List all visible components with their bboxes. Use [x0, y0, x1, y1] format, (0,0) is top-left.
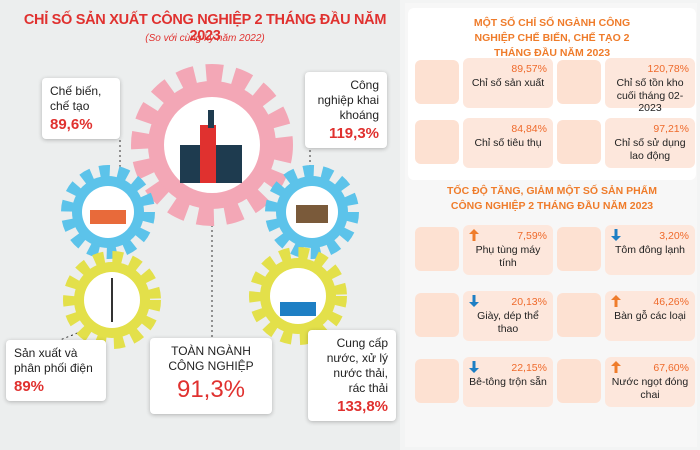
indicator-item: 84,84% Chỉ số tiêu thụ [415, 118, 553, 168]
item-value: 46,26% [653, 296, 689, 308]
sector-box-total: TOÀN NGÀNH CÔNG NGHIỆP 91,3% [150, 338, 272, 414]
direction-arrow [611, 295, 621, 307]
item-text: 7,59% Phụ tùng máy tính [463, 225, 553, 275]
item-value: 20,13% [511, 296, 547, 308]
sector-box: Sản xuất và phân phối điện 89% [6, 340, 106, 401]
direction-arrow [469, 229, 479, 241]
item-icon [415, 359, 459, 403]
title: CHỈ SỐ SẢN XUẤT CÔNG NGHIỆP 2 THÁNG ĐẦU … [23, 12, 387, 44]
item-label: Phụ tùng máy tính [475, 244, 541, 269]
item-text: 46,26% Bàn gỗ các loại [605, 291, 695, 341]
sector-box: Chế biến, chế tạo 89,6% [42, 78, 120, 139]
item-text: 67,60% Nước ngọt đóng chai [605, 357, 695, 407]
item-value: 120,78% [647, 63, 689, 75]
item-value: 97,21% [653, 123, 689, 135]
indicator-item: 120,78% Chỉ số tồn kho cuối tháng 02-2023 [557, 58, 695, 114]
arrow-shape [611, 295, 621, 307]
arrow-shape [469, 361, 479, 373]
item-value: 67,60% [653, 362, 689, 374]
gear-bottom-left [63, 251, 161, 349]
sector-value: 119,3% [328, 125, 379, 142]
item-label: Giày, dép thể thao [477, 310, 539, 335]
item-label: Bê-tông trộn sẵn [469, 376, 547, 388]
item-text: 3,20% Tôm đông lạnh [605, 225, 695, 275]
item-label: Chỉ số tiêu thụ [474, 137, 542, 149]
item-text: 97,21% Chỉ số sử dụng lao động [605, 118, 695, 168]
item-value: 89,57% [511, 63, 547, 75]
arrow-shape [469, 229, 479, 241]
item-icon [557, 359, 601, 403]
item-icon [557, 60, 601, 104]
item-icon [415, 60, 459, 104]
direction-arrow [469, 295, 479, 307]
item-icon [557, 293, 601, 337]
indicator-item: 3,20% Tôm đông lạnh [557, 225, 695, 275]
item-label: Tôm đông lạnh [614, 244, 686, 256]
sector-label: Sản xuất và phân phối điện [14, 346, 93, 375]
item-text: 22,15% Bê-tông trộn sẵn [463, 357, 553, 407]
sector-box: Cung cấp nước, xử lý nước thải, rác thải… [308, 330, 396, 421]
products-title: TỐC ĐỘ TĂNG, GIẢM MỘT SỐ SẢN PHẨM CÔNG N… [447, 185, 657, 213]
sector-label: TOÀN NGÀNH CÔNG NGHIỆP [168, 344, 254, 373]
arrow-shape [469, 295, 479, 307]
item-text: 120,78% Chỉ số tồn kho cuối tháng 02-2023 [605, 58, 695, 114]
indicator-item: 7,59% Phụ tùng máy tính [415, 225, 553, 275]
direction-arrow [611, 229, 621, 241]
indicator-item: 97,21% Chỉ số sử dụng lao động [557, 118, 695, 168]
sector-label: Chế biến, chế tạo [50, 84, 102, 113]
item-label: Chỉ số sử dụng lao động [614, 137, 686, 162]
item-icon [557, 120, 601, 164]
indicator-item: 46,26% Bàn gỗ các loại [557, 291, 695, 341]
indicator-item: 89,57% Chỉ số sản xuất [415, 58, 553, 108]
item-value: 7,59% [517, 230, 547, 242]
indicator-item: 20,13% Giày, dép thể thao [415, 291, 553, 341]
item-label: Chỉ số tồn kho cuối tháng 02-2023 [616, 77, 684, 115]
indices-title: MỘT SỐ CHỈ SỐ NGÀNH CÔNG NGHIỆP CHẾ BIẾN… [473, 17, 631, 60]
gear-bottom-right [249, 247, 347, 345]
direction-arrow [611, 361, 621, 373]
indicator-item: 22,15% Bê-tông trộn sẵn [415, 357, 553, 407]
arrow-shape [611, 229, 621, 241]
sector-label: Cung cấp nước, xử lý nước thải, rác thải [326, 336, 388, 395]
sector-value: 91,3% [176, 376, 246, 403]
sector-value: 89% [14, 378, 45, 395]
item-icon [415, 227, 459, 271]
sector-label: Công nghiệp khai khoáng [317, 78, 379, 122]
gear-right [265, 165, 359, 259]
gear-main [131, 64, 293, 226]
gear-left [61, 165, 155, 259]
item-text: 89,57% Chỉ số sản xuất [463, 58, 553, 108]
arrow-shape [611, 361, 621, 373]
sector-value: 89,6% [50, 116, 93, 133]
sector-value: 133,8% [337, 398, 388, 415]
item-label: Bàn gỗ các loại [614, 310, 686, 322]
sector-box: Công nghiệp khai khoáng 119,3% [305, 72, 387, 148]
item-icon [415, 293, 459, 337]
item-icon [557, 227, 601, 271]
item-text: 20,13% Giày, dép thể thao [463, 291, 553, 341]
item-value: 84,84% [511, 123, 547, 135]
direction-arrow [469, 361, 479, 373]
indicator-item: 67,60% Nước ngọt đóng chai [557, 357, 695, 407]
item-icon [415, 120, 459, 164]
subtitle: (So với cùng kỳ năm 2022) [145, 33, 265, 44]
item-label: Nước ngọt đóng chai [611, 376, 689, 401]
item-value: 22,15% [511, 362, 547, 374]
item-text: 84,84% Chỉ số tiêu thụ [463, 118, 553, 168]
item-value: 3,20% [659, 230, 689, 242]
item-label: Chỉ số sản xuất [471, 77, 545, 89]
